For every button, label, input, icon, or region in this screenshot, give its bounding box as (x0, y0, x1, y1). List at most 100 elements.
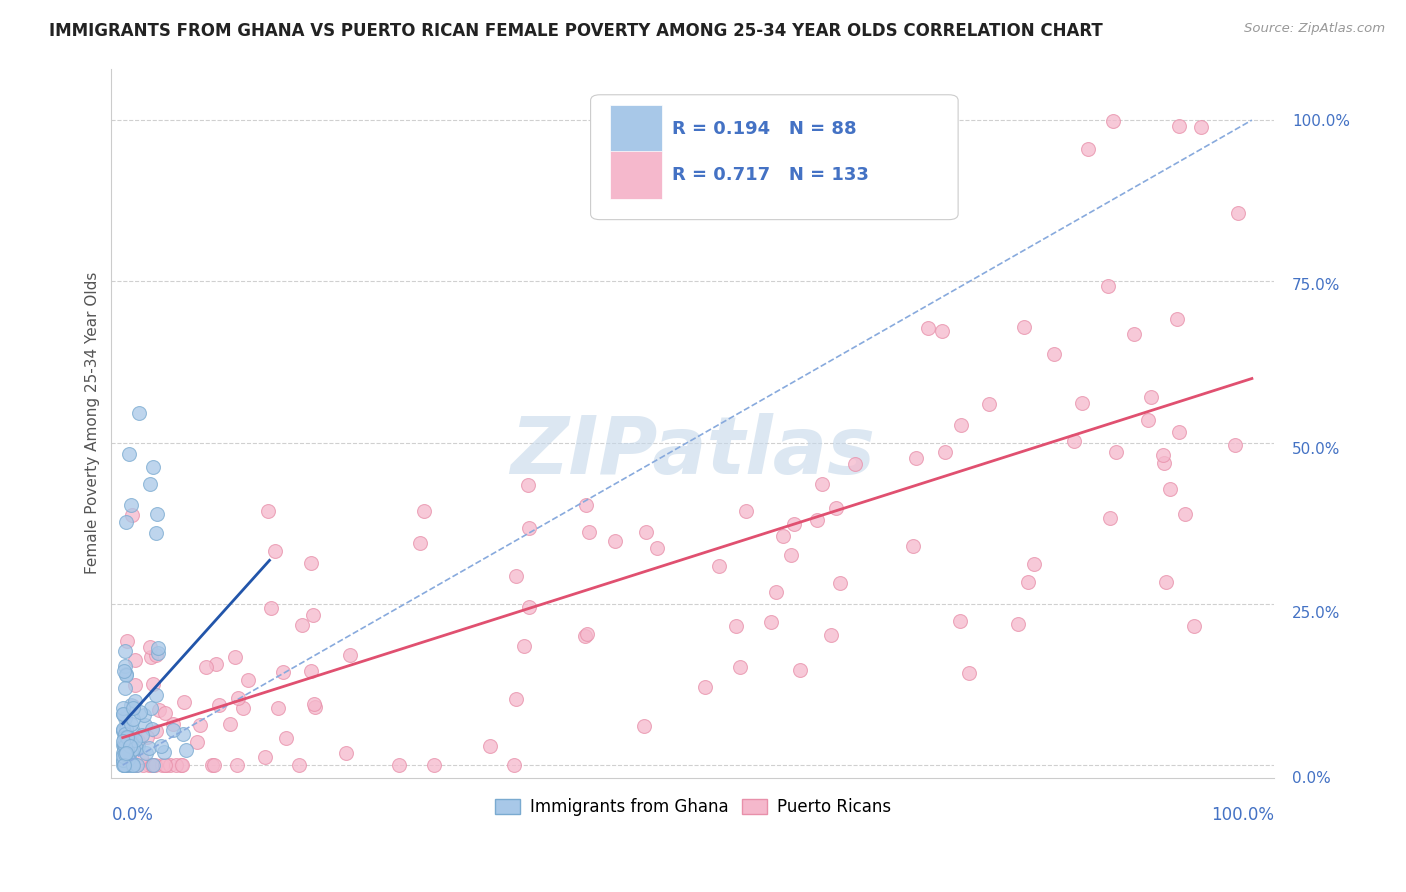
Point (129, 750, 152, 764)
Point (931, 324, 953, 338)
Point (479, 739, 502, 754)
Point (138, 741, 160, 756)
Point (1159, 482, 1181, 496)
Point (388, 758, 411, 772)
Point (1137, 413, 1160, 427)
Point (136, 730, 159, 744)
Point (146, 507, 169, 521)
Text: 50.0%: 50.0% (1292, 442, 1340, 457)
Text: ZIPatlas: ZIPatlas (510, 413, 876, 491)
Point (112, 748, 135, 763)
Point (949, 614, 972, 628)
Point (117, 758, 139, 772)
Point (141, 722, 163, 736)
Point (112, 758, 135, 772)
Text: 100.0%: 100.0% (1292, 113, 1350, 128)
Point (734, 504, 756, 518)
Point (124, 693, 146, 707)
Point (267, 700, 290, 714)
Point (127, 739, 149, 754)
Point (517, 521, 540, 535)
Point (224, 650, 246, 665)
Point (934, 445, 956, 459)
Point (779, 549, 801, 563)
Point (1139, 390, 1161, 404)
Point (114, 681, 136, 696)
Point (219, 716, 242, 731)
Point (112, 739, 135, 754)
Point (145, 723, 167, 738)
Point (276, 731, 298, 746)
Point (634, 524, 657, 539)
Point (503, 758, 526, 772)
Point (155, 758, 177, 772)
Point (1017, 575, 1039, 590)
Point (578, 525, 600, 540)
Point (115, 730, 138, 744)
Point (905, 451, 928, 466)
Point (121, 756, 143, 771)
Point (1123, 326, 1146, 341)
Point (114, 758, 136, 772)
Point (1168, 425, 1191, 439)
Point (208, 698, 231, 713)
Point (121, 758, 143, 772)
Point (111, 747, 134, 761)
Point (789, 663, 811, 677)
Point (142, 758, 165, 772)
Point (263, 544, 285, 558)
Point (159, 758, 181, 772)
Point (1153, 457, 1175, 471)
Point (1097, 278, 1119, 293)
Point (1012, 320, 1035, 334)
Point (153, 745, 176, 759)
Point (302, 697, 325, 711)
Point (148, 647, 170, 661)
Point (120, 744, 142, 758)
Point (112, 706, 135, 721)
Point (111, 706, 134, 721)
Point (121, 508, 143, 522)
Point (149, 739, 172, 753)
Point (917, 321, 939, 335)
Point (117, 752, 139, 766)
Point (122, 712, 145, 726)
Text: Source: ZipAtlas.com: Source: ZipAtlas.com (1244, 22, 1385, 36)
Point (139, 476, 162, 491)
Point (194, 660, 217, 674)
Point (291, 618, 314, 632)
Point (111, 724, 134, 739)
Point (115, 667, 138, 681)
Point (112, 707, 135, 722)
Point (114, 746, 136, 760)
FancyBboxPatch shape (610, 104, 662, 153)
Point (201, 758, 224, 772)
Point (121, 736, 143, 750)
Point (145, 526, 167, 541)
Point (1022, 557, 1045, 571)
Point (112, 723, 135, 738)
Point (117, 743, 139, 757)
Point (202, 758, 225, 772)
Point (111, 738, 134, 752)
Point (120, 698, 142, 712)
Point (139, 640, 162, 654)
Point (114, 711, 136, 725)
Point (1063, 434, 1085, 448)
Point (112, 742, 135, 756)
Point (122, 758, 145, 772)
Point (114, 644, 136, 658)
Point (186, 735, 208, 749)
Point (112, 664, 135, 678)
Point (174, 743, 197, 757)
Point (1174, 507, 1197, 521)
Point (759, 615, 782, 629)
Point (131, 728, 153, 742)
Point (957, 666, 980, 681)
Point (903, 540, 925, 554)
Point (120, 733, 142, 747)
Point (517, 599, 540, 614)
Text: 75.0%: 75.0% (1292, 277, 1340, 293)
Point (828, 576, 851, 591)
Point (633, 718, 655, 732)
